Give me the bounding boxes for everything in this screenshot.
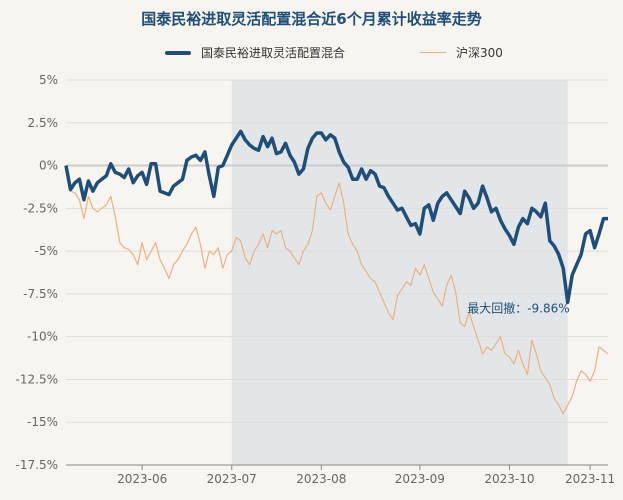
y-tick-label: 5%: [39, 73, 58, 87]
x-tick-label: 2023-07: [207, 472, 257, 486]
legend-swatch-fund: [165, 50, 191, 55]
chart-title: 国泰民裕进取灵活配置混合近6个月累计收益率走势: [141, 10, 482, 28]
legend-label-fund: 国泰民裕进取灵活配置混合: [201, 46, 346, 60]
max-drawdown-label: 最大回撤：-9.86%: [467, 300, 569, 315]
drawdown-shade: [231, 80, 568, 465]
legend-swatch-hs300: [420, 52, 446, 53]
y-tick-label: 2.5%: [28, 116, 59, 130]
chart-legend: 国泰民裕进取灵活配置混合 沪深300: [0, 44, 623, 64]
y-tick-label: -17.5%: [16, 458, 58, 472]
y-tick-label: 0%: [39, 159, 58, 173]
legend-item-fund[interactable]: 国泰民裕进取灵活配置混合: [165, 44, 345, 61]
x-tick-label: 2023-08: [296, 472, 346, 486]
x-tick-label: 2023-10: [484, 472, 534, 486]
x-tick-label: 2023-06: [117, 472, 167, 486]
series-line-fund: [64, 129, 608, 305]
x-tick-label: 2023-09: [395, 472, 445, 486]
x-tick-label: 2023-11: [565, 472, 615, 486]
y-tick-label: -5%: [35, 244, 58, 258]
y-tick-label: -12.5%: [16, 372, 58, 386]
y-tick-label: -2.5%: [23, 201, 58, 215]
legend-item-hs300[interactable]: 沪深300: [420, 44, 503, 61]
series-line-hs300: [65, 165, 609, 415]
y-tick-label: -7.5%: [23, 287, 58, 301]
y-tick-label: -15%: [27, 415, 58, 429]
y-tick-label: -10%: [27, 330, 58, 344]
legend-label-hs300: 沪深300: [456, 46, 503, 60]
